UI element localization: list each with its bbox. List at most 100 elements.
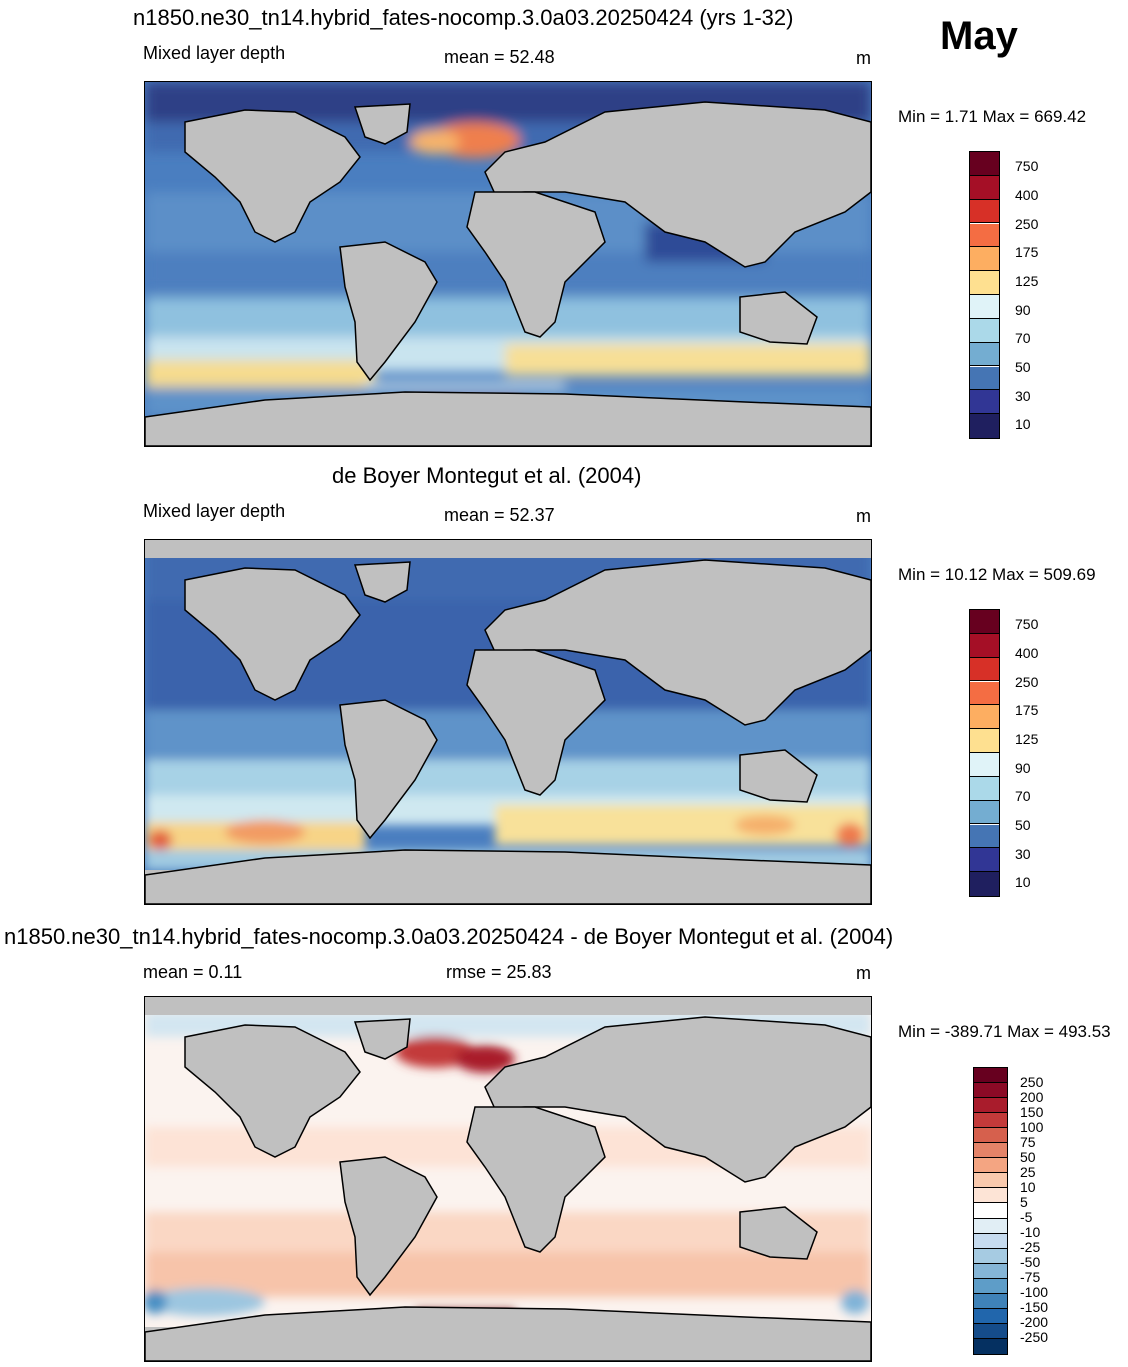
cb2-label: 400: [1015, 645, 1039, 661]
colorbar-segment: [974, 1098, 1007, 1114]
colorbar-segment: [974, 1263, 1007, 1279]
colorbar-segment: [970, 633, 999, 658]
land-masses: [145, 559, 871, 904]
cb3-label: -75: [1020, 1269, 1041, 1285]
panel3-minmax: Min = -389.71 Max = 493.53: [898, 1022, 1111, 1041]
cb2-label: 30: [1015, 846, 1031, 862]
colorbar-segment: [970, 414, 999, 438]
cb2-label: 10: [1015, 874, 1031, 890]
panel3-map: [144, 996, 872, 1362]
colorbar-segment: [970, 681, 999, 706]
colorbar-segment: [974, 1113, 1007, 1129]
cb2-label: 250: [1015, 674, 1039, 690]
panel1-minmax: Min = 1.71 Max = 669.42: [898, 107, 1087, 126]
colorbar-segment: [970, 657, 999, 682]
land-masses: [145, 1016, 871, 1361]
colorbar-segment: [970, 152, 999, 176]
cb1-label: 750: [1015, 158, 1039, 174]
cb3-label: 50: [1020, 1149, 1036, 1165]
cb3-label: 200: [1020, 1089, 1044, 1105]
cb1-label: 30: [1015, 388, 1031, 404]
cb3-label: -150: [1020, 1299, 1049, 1315]
panel3-rmse: rmse = 25.83: [446, 962, 552, 982]
colorbar-segment: [970, 753, 999, 777]
cb1-label: 10: [1015, 416, 1031, 432]
panel1-variable: Mixed layer depth: [143, 43, 286, 63]
cb3-label: -50: [1020, 1254, 1041, 1270]
cb1-label: 70: [1015, 330, 1031, 346]
cb1-label: 125: [1015, 273, 1039, 289]
panel3-colorbar: [973, 1067, 1008, 1355]
colorbar-segment: [970, 342, 999, 367]
colorbar-segment: [970, 318, 999, 343]
colorbar-segment: [970, 872, 999, 896]
cb3-label: 100: [1020, 1119, 1044, 1135]
colorbar-segment: [970, 199, 999, 224]
panel3-title: n1850.ne30_tn14.hybrid_fates-nocomp.3.0a…: [4, 924, 894, 949]
colorbar-segment: [970, 390, 999, 415]
colorbar-segment: [974, 1158, 1007, 1174]
panel3-units: m: [856, 963, 871, 983]
cb3-label: -25: [1020, 1239, 1041, 1255]
colorbar-segment: [970, 223, 999, 248]
cb3-label: 150: [1020, 1104, 1044, 1120]
cb3-label: -10: [1020, 1224, 1041, 1240]
cb3-label: 250: [1020, 1074, 1044, 1090]
cb2-label: 750: [1015, 616, 1039, 632]
colorbar-segment: [974, 1338, 1007, 1354]
panel2-mean: mean = 52.37: [444, 505, 555, 525]
cb2-label: 50: [1015, 817, 1031, 833]
colorbar-segment: [970, 247, 999, 272]
colorbar-segment: [970, 271, 999, 295]
cb1-label: 250: [1015, 216, 1039, 232]
colorbar-segment: [974, 1068, 1007, 1084]
cb1-label: 400: [1015, 187, 1039, 203]
colorbar-segment: [970, 824, 999, 849]
colorbar-segment: [974, 1203, 1007, 1219]
colorbar-segment: [970, 776, 999, 801]
cb2-label: 90: [1015, 760, 1031, 776]
colorbar-segment: [974, 1143, 1007, 1159]
colorbar-segment: [974, 1278, 1007, 1294]
month-label: May: [940, 14, 1018, 58]
panel1-map: [144, 81, 872, 447]
colorbar-segment: [974, 1293, 1007, 1309]
colorbar-segment: [970, 705, 999, 730]
panel2-colorbar: [969, 609, 1000, 897]
panel2-map: [144, 539, 872, 905]
panel1-mean: mean = 52.48: [444, 47, 555, 67]
cb3-label: -100: [1020, 1284, 1049, 1300]
panel2-title: de Boyer Montegut et al. (2004): [332, 463, 642, 488]
colorbar-segment: [970, 295, 999, 319]
panel1-colorbar: [969, 151, 1000, 439]
cb2-label: 175: [1015, 702, 1039, 718]
cb1-label: 90: [1015, 302, 1031, 318]
panel1-units: m: [856, 48, 871, 68]
cb3-label: -200: [1020, 1314, 1049, 1330]
cb3-label: 10: [1020, 1179, 1036, 1195]
colorbar-segment: [970, 729, 999, 753]
panel3-mean: mean = 0.11: [143, 962, 243, 982]
colorbar-segment: [970, 800, 999, 825]
cb2-label: 125: [1015, 731, 1039, 747]
colorbar-segment: [970, 175, 999, 200]
colorbar-segment: [974, 1188, 1007, 1204]
colorbar-segment: [974, 1083, 1007, 1099]
colorbar-segment: [974, 1173, 1007, 1189]
panel2-variable: Mixed layer depth: [143, 501, 286, 521]
colorbar-segment: [970, 610, 999, 634]
cb3-label: -250: [1020, 1329, 1049, 1345]
cb3-label: 75: [1020, 1134, 1036, 1150]
colorbar-segment: [974, 1248, 1007, 1264]
colorbar-segment: [974, 1218, 1007, 1234]
panel2-units: m: [856, 506, 871, 526]
colorbar-segment: [974, 1323, 1007, 1339]
colorbar-segment: [970, 366, 999, 391]
cb3-label: -5: [1020, 1209, 1033, 1225]
colorbar-segment: [974, 1128, 1007, 1144]
cb1-label: 50: [1015, 359, 1031, 375]
colorbar-segment: [970, 848, 999, 873]
cb3-label: 25: [1020, 1164, 1036, 1180]
cb1-label: 175: [1015, 244, 1039, 260]
colorbar-segment: [974, 1233, 1007, 1249]
